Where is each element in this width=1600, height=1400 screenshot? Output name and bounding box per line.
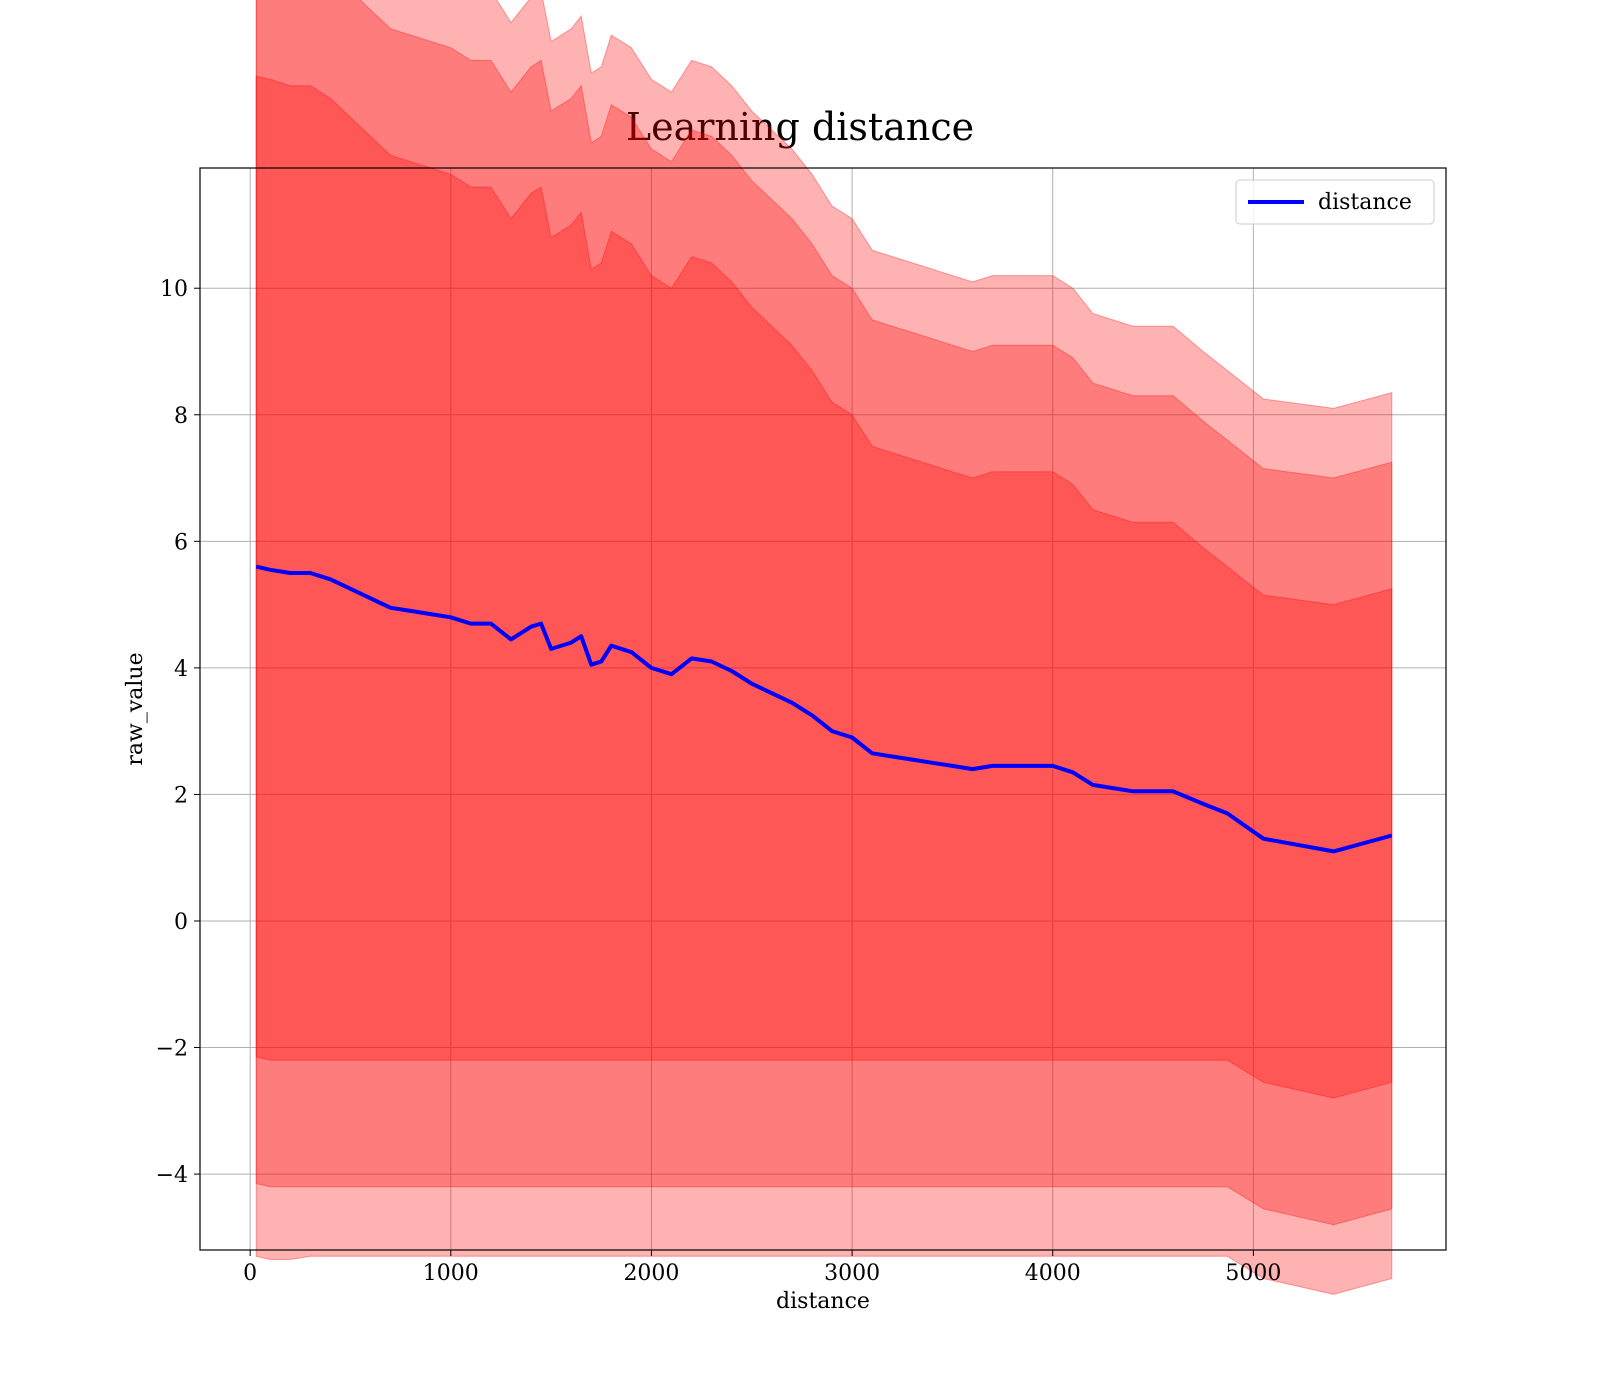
y-tick-label: 10 xyxy=(160,277,188,302)
x-tick-label: 2000 xyxy=(623,1261,679,1286)
y-tick-label: −2 xyxy=(156,1037,188,1062)
grid-lines xyxy=(200,168,1446,1250)
band-band-3sd xyxy=(255,0,1393,1295)
x-tick-label: 1000 xyxy=(423,1261,479,1286)
legend-box xyxy=(1235,179,1435,225)
y-tick-label: 6 xyxy=(174,530,188,555)
legend: distance xyxy=(1235,179,1435,225)
legend-label-distance: distance xyxy=(1318,190,1412,215)
y-axis-ticks: −4 −2 0 2 4 6 8 10 xyxy=(156,277,200,1188)
y-axis-label: raw_value xyxy=(123,652,148,765)
band-band-1sd xyxy=(255,75,1393,1099)
x-tick-label: 4000 xyxy=(1025,1261,1081,1286)
y-tick-label: −4 xyxy=(156,1163,188,1188)
band-band-2sd xyxy=(255,0,1393,1226)
y-tick-label: 8 xyxy=(174,404,188,429)
y-tick-label: 0 xyxy=(174,910,188,935)
series-lines xyxy=(255,564,1393,854)
series-line-distance xyxy=(255,564,1393,854)
y-tick-label: 2 xyxy=(174,783,188,808)
plot-frame xyxy=(199,167,1447,1251)
x-tick-label: 0 xyxy=(243,1261,257,1286)
x-axis-label: distance xyxy=(776,1289,870,1314)
std-bands xyxy=(255,0,1393,1295)
chart-title: Learning distance xyxy=(626,105,974,149)
x-tick-label: 3000 xyxy=(824,1261,880,1286)
x-axis-ticks: 0 1000 2000 3000 4000 5000 xyxy=(243,1250,1281,1286)
x-tick-label: 5000 xyxy=(1225,1261,1281,1286)
y-tick-label: 4 xyxy=(174,657,188,682)
